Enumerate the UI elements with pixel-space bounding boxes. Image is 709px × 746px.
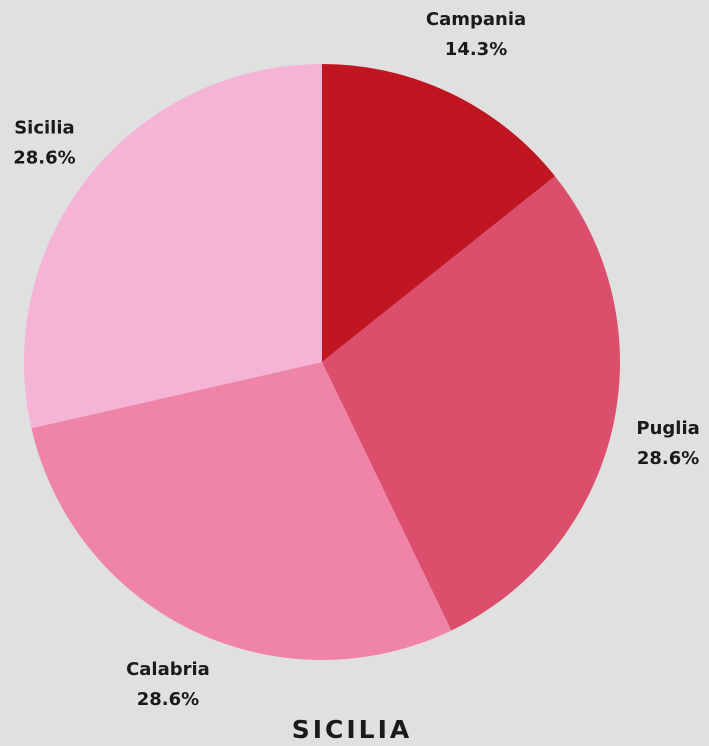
slice-label: Sicilia: [14, 118, 74, 139]
pie-slice: [322, 176, 620, 631]
slice-value-label: 28.6%: [137, 689, 199, 710]
slice-value-label: 28.6%: [637, 448, 699, 469]
slice-label: Puglia: [636, 418, 699, 439]
pie-slice: [31, 362, 452, 660]
slice-value-label: 14.3%: [445, 39, 507, 60]
slice-label: Calabria: [126, 659, 210, 680]
pie-slice: [23, 64, 322, 429]
slice-value-label: 28.6%: [13, 148, 75, 169]
chart-title: SICILIA: [292, 715, 413, 744]
slice-label: Campania: [426, 9, 526, 30]
pie-slice: [322, 64, 555, 362]
